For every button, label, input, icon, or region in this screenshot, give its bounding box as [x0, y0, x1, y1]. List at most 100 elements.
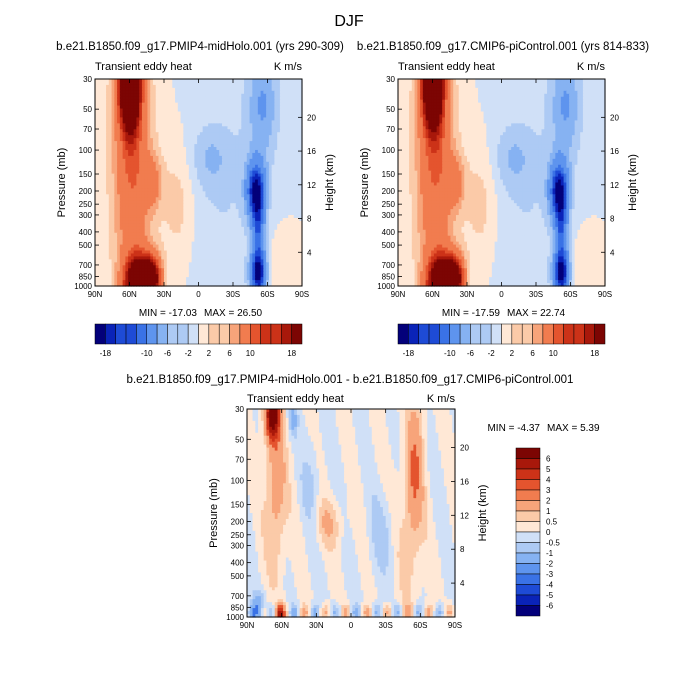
field-cell	[186, 197, 190, 201]
field-cell	[97, 155, 102, 160]
field-cell	[238, 84, 242, 89]
field-cell	[288, 132, 292, 136]
field-cell	[188, 203, 193, 207]
field-cell	[299, 215, 303, 219]
field-cell	[155, 206, 160, 210]
field-cell	[152, 144, 157, 148]
field-cell	[266, 220, 270, 225]
field-cell	[227, 185, 231, 190]
field-cell	[119, 209, 124, 213]
field-cell	[97, 161, 102, 166]
field-cell	[241, 138, 245, 142]
field-cell	[114, 111, 118, 116]
field-cell	[260, 217, 264, 222]
field-cell	[213, 147, 218, 151]
field-cell	[147, 126, 151, 130]
field-cell	[277, 152, 281, 157]
field-cell	[249, 167, 253, 172]
field-cell	[263, 206, 267, 210]
field-cell	[274, 182, 278, 187]
field-cell	[293, 120, 298, 124]
field-cell	[227, 105, 231, 110]
field-cell	[130, 114, 135, 119]
field-cell	[293, 206, 298, 210]
field-cell	[268, 149, 273, 154]
field-cell	[274, 167, 278, 172]
field-cell	[249, 87, 253, 92]
field-cell	[122, 90, 126, 95]
field-cell	[152, 79, 157, 83]
field-cell	[257, 114, 262, 119]
field-cell	[274, 176, 278, 181]
field-cell	[210, 90, 215, 95]
field-cell	[164, 99, 168, 104]
field-cell	[194, 194, 198, 198]
field-cell	[188, 179, 193, 184]
field-cell	[241, 81, 245, 86]
field-cell	[97, 126, 102, 130]
field-cell	[158, 173, 162, 178]
field-cell	[103, 170, 107, 175]
field-cell	[241, 147, 245, 151]
field-cell	[191, 126, 195, 130]
field-cell	[95, 117, 99, 121]
field-cell	[205, 129, 209, 133]
field-cell	[150, 191, 154, 195]
field-cell	[111, 81, 115, 86]
field-cell	[97, 158, 102, 163]
field-cell	[213, 126, 218, 130]
field-cell	[172, 84, 176, 89]
field-cell	[161, 144, 165, 148]
field-cell	[119, 223, 124, 228]
field-cell	[114, 226, 118, 231]
field-cell	[293, 182, 298, 187]
field-cell	[161, 108, 165, 113]
field-cell	[117, 87, 121, 92]
field-cell	[288, 203, 292, 207]
field-cell	[191, 188, 195, 192]
field-cell	[130, 138, 135, 142]
field-cell	[177, 117, 182, 121]
field-cell	[260, 176, 264, 181]
field-cell	[180, 194, 184, 198]
field-cell	[197, 191, 201, 195]
field-cell	[139, 158, 143, 163]
field-cell	[235, 212, 240, 216]
field-cell	[199, 114, 204, 119]
field-cell	[202, 144, 206, 148]
field-cell	[141, 167, 146, 172]
field-cell	[147, 173, 151, 178]
field-cell	[122, 200, 126, 204]
field-cell	[125, 99, 129, 104]
field-cell	[285, 173, 289, 178]
field-cell	[224, 206, 229, 210]
field-cell	[241, 194, 245, 198]
field-cell	[186, 117, 190, 121]
field-cell	[238, 120, 242, 124]
field-cell	[155, 188, 160, 192]
field-cell	[257, 188, 262, 192]
field-cell	[271, 185, 275, 190]
field-cell	[150, 90, 154, 95]
field-cell	[227, 114, 231, 119]
field-cell	[257, 212, 262, 216]
field-cell	[299, 99, 303, 104]
field-cell	[188, 200, 193, 204]
field-cell	[279, 105, 284, 110]
field-cell	[95, 223, 99, 228]
field-cell	[290, 108, 295, 113]
field-cell	[177, 149, 182, 154]
field-cell	[130, 197, 135, 201]
field-cell	[230, 164, 234, 169]
field-cell	[111, 191, 115, 195]
field-cell	[224, 209, 229, 213]
field-cell	[97, 81, 102, 86]
field-cell	[208, 135, 212, 139]
field-cell	[186, 215, 190, 219]
field-cell	[183, 203, 187, 207]
field-cell	[296, 185, 300, 190]
field-cell	[224, 173, 229, 178]
field-cell	[141, 161, 146, 166]
field-cell	[293, 164, 298, 169]
field-cell	[238, 206, 242, 210]
